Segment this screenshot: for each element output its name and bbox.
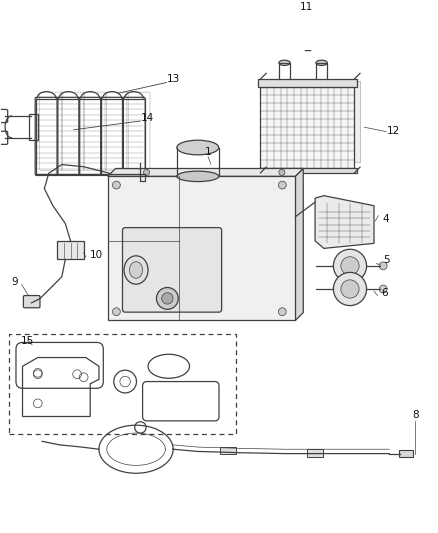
Bar: [35, 99, 145, 174]
Ellipse shape: [317, 34, 337, 44]
Polygon shape: [315, 196, 374, 248]
Bar: [258, 79, 357, 87]
Ellipse shape: [124, 256, 148, 284]
Ellipse shape: [177, 171, 219, 182]
Ellipse shape: [278, 34, 297, 44]
Circle shape: [113, 181, 120, 189]
Ellipse shape: [316, 60, 327, 66]
Text: 14: 14: [141, 113, 154, 123]
Text: 13: 13: [166, 75, 180, 84]
Bar: [220, 447, 236, 455]
Bar: [261, 87, 354, 167]
Circle shape: [379, 285, 387, 293]
Ellipse shape: [284, 37, 292, 41]
Ellipse shape: [177, 140, 219, 155]
Circle shape: [144, 169, 150, 175]
Circle shape: [279, 181, 286, 189]
Bar: [399, 450, 413, 457]
Text: 11: 11: [300, 3, 313, 12]
Bar: [10, 334, 237, 434]
Circle shape: [333, 249, 367, 282]
Bar: [258, 167, 357, 173]
Bar: [266, 81, 360, 162]
Text: 4: 4: [383, 214, 389, 224]
Circle shape: [279, 308, 286, 316]
Text: 8: 8: [412, 410, 419, 420]
Polygon shape: [108, 168, 303, 176]
Text: 6: 6: [381, 288, 388, 298]
Bar: [29, 114, 38, 140]
Text: 10: 10: [90, 251, 103, 261]
Circle shape: [279, 169, 285, 175]
Text: 1: 1: [205, 148, 212, 157]
Text: 9: 9: [12, 278, 18, 287]
Circle shape: [379, 262, 387, 270]
Circle shape: [113, 308, 120, 316]
Circle shape: [333, 272, 367, 305]
Text: 12: 12: [387, 126, 400, 136]
Bar: [307, 449, 323, 457]
Ellipse shape: [130, 262, 143, 278]
Polygon shape: [295, 168, 303, 320]
Text: 5: 5: [384, 255, 390, 265]
Bar: [108, 176, 295, 320]
Circle shape: [156, 287, 178, 309]
Text: 15: 15: [20, 336, 34, 346]
FancyBboxPatch shape: [123, 228, 222, 312]
Circle shape: [341, 257, 359, 275]
Ellipse shape: [279, 60, 290, 66]
FancyBboxPatch shape: [23, 295, 40, 308]
Circle shape: [162, 293, 173, 304]
Bar: [57, 241, 84, 259]
Circle shape: [341, 280, 359, 298]
Ellipse shape: [323, 37, 331, 41]
